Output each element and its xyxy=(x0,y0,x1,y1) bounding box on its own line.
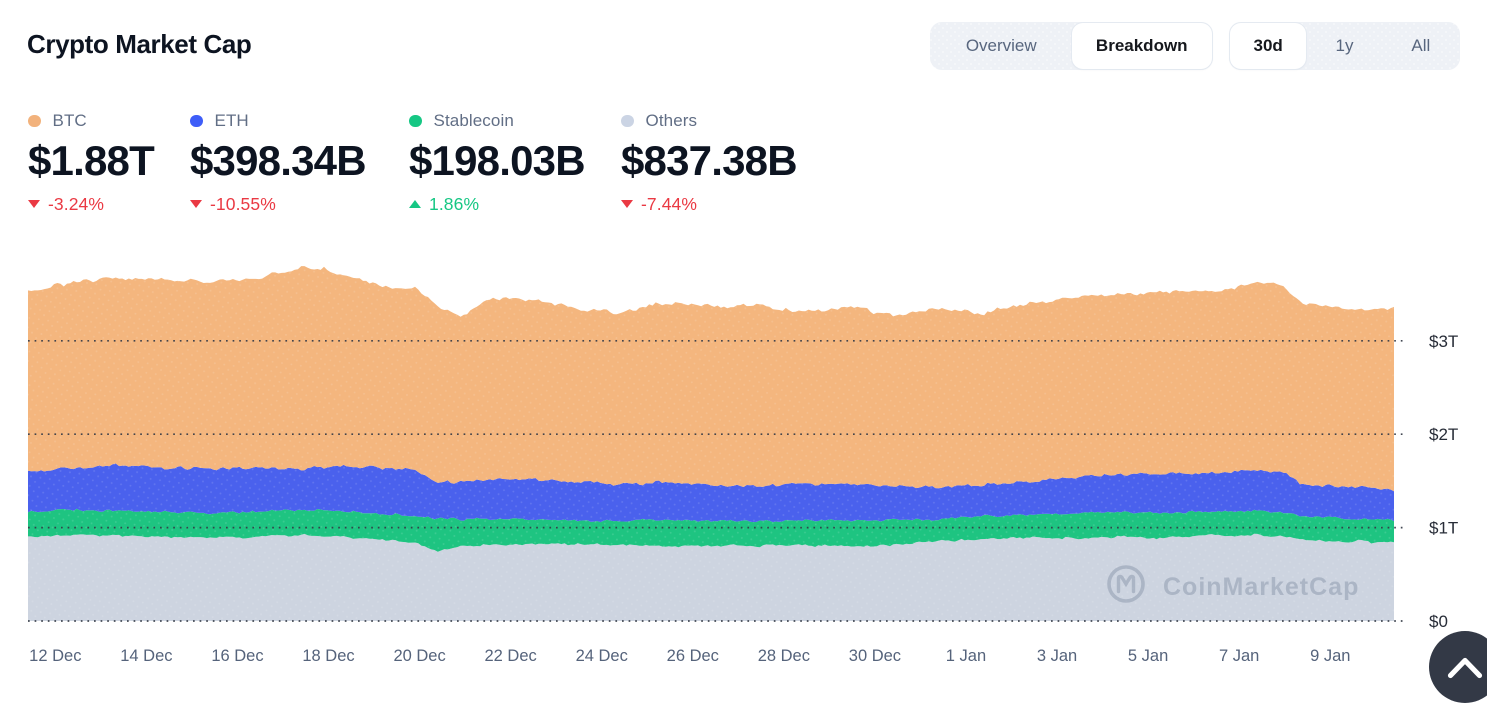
x-axis-label: 18 Dec xyxy=(302,647,354,665)
dot-texture-overlay xyxy=(28,266,1394,621)
coinmarketcap-logo-m xyxy=(1116,574,1136,594)
stat-btc: BTC $1.88T -3.24% xyxy=(28,111,155,214)
range-1y[interactable]: 1y xyxy=(1306,23,1382,69)
chevron-up-stroke xyxy=(1447,657,1483,679)
legend-dot-icon xyxy=(190,114,203,128)
x-axis-label: 14 Dec xyxy=(120,647,172,665)
stat-value: $837.38B xyxy=(621,137,798,184)
change-label: -7.44% xyxy=(641,193,698,214)
x-axis-label: 22 Dec xyxy=(485,647,537,665)
stat-eth: ETH $398.34B -10.55% xyxy=(190,111,367,214)
y-axis-label: $1T xyxy=(1429,519,1458,538)
page-title: Crypto Market Cap xyxy=(27,29,252,59)
chevron-up-icon xyxy=(1447,657,1483,679)
market-cap-stats: BTC $1.88T -3.24% ETH $398.34B -10.55% Stablec… xyxy=(0,0,1487,230)
y-axis-label: $0 xyxy=(1429,612,1448,631)
y-axis-label: $3T xyxy=(1429,332,1458,351)
y-axis-label: $2T xyxy=(1429,425,1458,444)
legend-label: Others xyxy=(645,111,698,130)
x-axis-label: 9 Jan xyxy=(1310,647,1350,665)
x-axis-label: 12 Dec xyxy=(29,647,81,665)
legend-item: ETH xyxy=(190,111,366,131)
range-all[interactable]: All xyxy=(1383,23,1459,69)
change-down-triangle-icon xyxy=(621,200,633,208)
stat-change: -7.44% xyxy=(621,194,797,214)
x-axis-label: 26 Dec xyxy=(667,647,719,665)
x-axis-label: 3 Jan xyxy=(1037,647,1077,665)
toggle-overview[interactable]: Overview xyxy=(931,23,1072,69)
legend-label: BTC xyxy=(52,111,87,130)
change-label: -10.55% xyxy=(210,193,276,214)
x-axis-label: 16 Dec xyxy=(211,647,263,665)
change-down-triangle-icon xyxy=(28,200,40,208)
range-toggle-group: 30d 1y All xyxy=(1229,22,1460,70)
stat-change: 1.86% xyxy=(409,194,585,214)
change-label: 1.86% xyxy=(429,193,480,214)
x-axis-label: 5 Jan xyxy=(1128,647,1168,665)
x-axis-label: 20 Dec xyxy=(393,647,445,665)
x-axis-label: 24 Dec xyxy=(576,647,628,665)
coinmarketcap-watermark: CoinMarketCap xyxy=(1107,565,1359,603)
change-down-triangle-icon xyxy=(190,200,202,208)
stat-others: Others $837.38B -7.44% xyxy=(621,111,798,214)
stat-stablecoin: Stablecoin $198.03B 1.86% xyxy=(409,111,586,214)
stat-value: $398.34B xyxy=(190,137,367,184)
legend-dot-icon xyxy=(28,114,41,128)
stat-change: -3.24% xyxy=(28,194,154,214)
legend-label: Stablecoin xyxy=(433,111,514,130)
toggle-breakdown[interactable]: Breakdown xyxy=(1071,23,1212,69)
change-up-triangle-icon xyxy=(409,200,421,208)
watermark-text: CoinMarketCap xyxy=(1163,573,1359,601)
legend-item: Others xyxy=(621,111,797,131)
range-30d[interactable]: 30d xyxy=(1230,23,1307,69)
scroll-to-top-button[interactable] xyxy=(1429,631,1487,703)
x-axis-label: 28 Dec xyxy=(758,647,810,665)
legend-dot-icon xyxy=(409,114,422,128)
stat-change: -10.55% xyxy=(190,194,366,214)
stat-value: $1.88T xyxy=(28,137,155,184)
legend-dot-icon xyxy=(621,114,634,128)
stat-value: $198.03B xyxy=(409,137,586,184)
legend-item: Stablecoin xyxy=(409,111,585,131)
legend-item: BTC xyxy=(28,111,154,131)
x-axis-label: 30 Dec xyxy=(849,647,901,665)
view-toggle-group: Overview Breakdown xyxy=(930,22,1213,70)
coinmarketcap-logo-icon xyxy=(1107,565,1145,603)
change-label: -3.24% xyxy=(48,193,105,214)
x-axis-label: 7 Jan xyxy=(1219,647,1259,665)
legend-label: ETH xyxy=(214,111,249,130)
x-axis-label: 1 Jan xyxy=(946,647,986,665)
